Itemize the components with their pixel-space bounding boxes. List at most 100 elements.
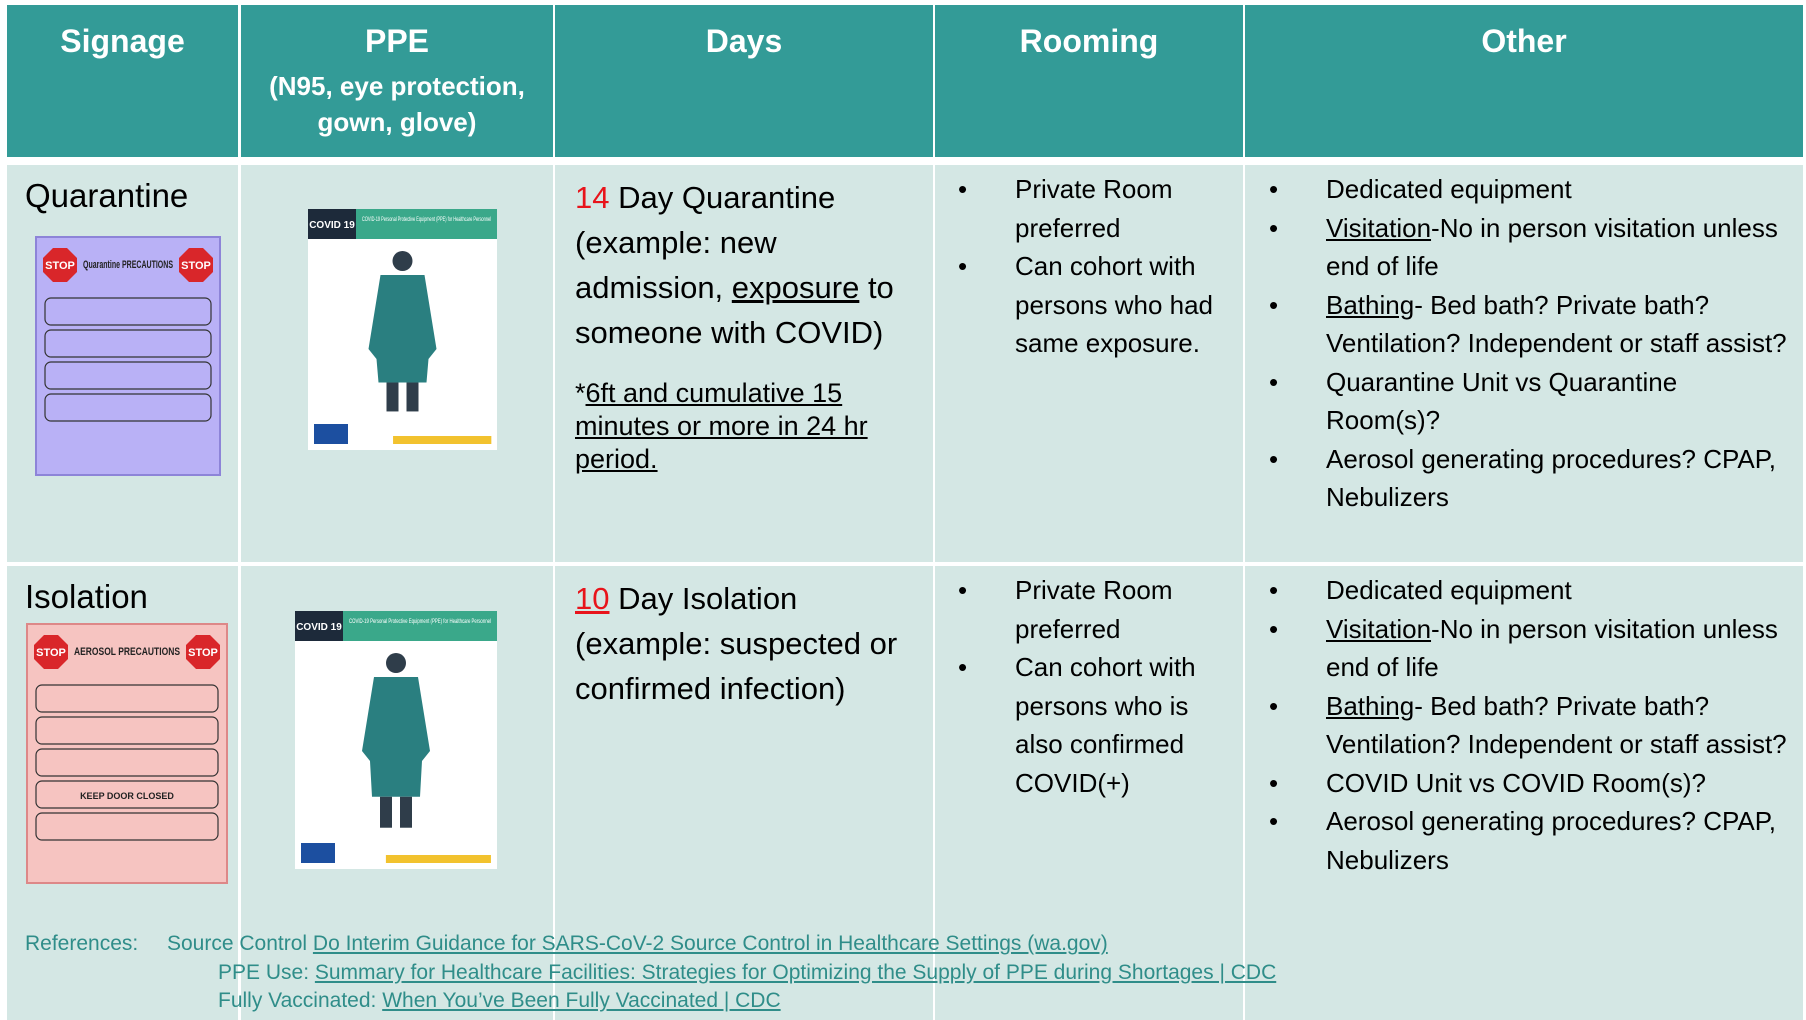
poster-title: Quarantine PRECAUTIONS (83, 259, 173, 271)
header-cell: PPE (N95, eye protection, gown, glove) (241, 5, 553, 157)
other-item: Dedicated equipment (1269, 170, 1795, 209)
other-text: COVID Unit vs COVID Room(s)? (1326, 767, 1706, 798)
figure-leg (380, 796, 392, 828)
other-text: Aerosol generating procedures? CPAP, Neb… (1326, 443, 1776, 513)
figure-head (386, 653, 406, 673)
ppe-banner (343, 611, 497, 641)
reference-link[interactable]: Summary for Healthcare Facilities: Strat… (314, 960, 1277, 984)
ppe-poster: COVID 19 COVID-19 Personal Protective Equ… (308, 209, 497, 450)
days-cell: 10 Day Isolation (example: suspected or … (555, 566, 933, 1020)
signage-poster: STOP STOP AEROSOL PRECAUTIONS KEEP DOOR CLO… (26, 623, 228, 884)
days-note: *6ft and cumulative 15 minutes or more i… (575, 377, 917, 476)
other-text: - Bed bath? Private bath? Ventilation? I… (1326, 289, 1787, 359)
other-item: Aerosol generating procedures? CPAP, Neb… (1269, 802, 1795, 879)
cdc-logo (314, 424, 348, 444)
ppe-logo: COVID 19 (296, 622, 342, 633)
days-number: 14 (575, 180, 610, 215)
rooming-item: Private Room preferred (958, 571, 1233, 648)
days-description: Day Quarantine (example: new admission, (575, 180, 836, 305)
header-cell: Rooming (935, 5, 1243, 157)
ppe-poster: COVID 19 COVID-19 Personal Protective Equ… (295, 611, 497, 869)
days-description: Day Isolation (example: suspected or con… (575, 581, 898, 706)
poster-panel (44, 297, 212, 326)
other-text: -No in person visitation unless end of l… (1326, 212, 1778, 282)
poster-panel (35, 684, 219, 713)
other-link: Bathing (1326, 690, 1415, 721)
other-text: - Bed bath? Private bath? Ventilation? I… (1326, 690, 1787, 760)
other-link: Visitation (1326, 613, 1432, 644)
poster-panel (35, 748, 219, 777)
days-link: exposure (731, 270, 860, 305)
signage-label: Isolation (25, 578, 148, 615)
other-text: Quarantine Unit vs Quarantine Room(s)? (1326, 366, 1678, 436)
figure-head (392, 251, 413, 271)
rooming-list: Private Room preferredCan cohort with pe… (935, 165, 1243, 363)
header-title: Other (1481, 23, 1567, 59)
note-text: 6ft and cumulative 15 minutes or more in… (575, 378, 868, 474)
other-link: Visitation (1326, 212, 1432, 243)
reference-link[interactable]: Do Interim Guidance for SARS-CoV-2 Sourc… (312, 932, 1108, 955)
stop-text: STOP (36, 647, 66, 659)
cdc-logo (301, 843, 335, 863)
other-item: Aerosol generating procedures? CPAP, Neb… (1269, 440, 1795, 517)
ppe-footer (393, 436, 492, 444)
poster-panel (35, 812, 219, 841)
ppe-logo-bg (308, 209, 356, 239)
header-title: Signage (60, 23, 185, 59)
other-link: Bathing (1326, 289, 1415, 320)
reference-prefix: Fully Vaccinated: (218, 989, 383, 1012)
other-item: Bathing- Bed bath? Private bath? Ventila… (1269, 286, 1795, 363)
figure-leg (406, 382, 419, 412)
rooming-list: Private Room preferredCan cohort with pe… (935, 566, 1243, 802)
stop-sign (43, 248, 77, 282)
ppe-title: COVID-19 Personal Protective Equipment (… (362, 217, 491, 223)
poster-panel (44, 393, 212, 422)
figure-body (368, 275, 437, 383)
poster-panel (35, 780, 219, 809)
other-text: Aerosol generating procedures? CPAP, Neb… (1326, 806, 1776, 875)
reference-prefix: PPE Use: (218, 960, 315, 984)
other-cell: Dedicated equipment Visitation-No in pers… (1245, 165, 1803, 562)
header-title: Days (705, 23, 783, 59)
ppe-footer (385, 855, 491, 863)
poster-panel (35, 716, 219, 745)
other-item: COVID Unit vs COVID Room(s)? (1269, 764, 1795, 803)
ppe-logo-bg (295, 611, 343, 641)
other-cell: Dedicated equipment Visitation-No in pers… (1245, 566, 1803, 1020)
references-label: References: (25, 932, 139, 955)
days-text: 10 Day Isolation (example: suspected or … (575, 576, 917, 711)
other-text: Dedicated equipment (1326, 174, 1572, 204)
days-text: 14 Day Quarantine (example: new admissio… (575, 175, 917, 355)
rooming-item: Can cohort with persons who is also conf… (958, 648, 1233, 802)
figure-leg (386, 382, 399, 412)
rooming-cell: Private Room preferredCan cohort with pe… (935, 165, 1243, 562)
poster-panel (44, 329, 212, 358)
reference-line: References: Source Control Do Interim Gui… (25, 930, 1276, 959)
days-cell: 14 Day Quarantine (example: new admissio… (555, 165, 933, 562)
other-item: Dedicated equipment (1269, 571, 1795, 610)
poster-door: KEEP DOOR CLOSED (80, 791, 174, 801)
other-text: -No in person visitation unless end of l… (1326, 613, 1778, 683)
other-text: Dedicated equipment (1326, 575, 1572, 605)
reference-prefix: Source Control (167, 932, 313, 955)
other-item: Quarantine Unit vs Quarantine Room(s)? (1269, 363, 1795, 440)
signage-poster: STOP STOP Quarantine PRECAUTIONS (35, 236, 221, 476)
stop-sign (34, 635, 68, 669)
poster-title: AEROSOL PRECAUTIONS (74, 646, 180, 658)
rooming-cell: Private Room preferredCan cohort with pe… (935, 566, 1243, 1020)
days-description: to someone with COVID) (575, 270, 894, 350)
stop-sign (179, 248, 213, 282)
other-list: Dedicated equipment Visitation-No in pers… (1245, 566, 1803, 879)
reference-line: PPE Use: Summary for Healthcare Faciliti… (25, 959, 1276, 988)
figure-body (362, 677, 430, 797)
other-item: Visitation-No in person visitation unles… (1269, 610, 1795, 687)
figure-leg (400, 796, 412, 828)
header-title: PPE (364, 23, 430, 59)
header-cell: Other (1245, 5, 1803, 157)
ppe-title: COVID-19 Personal Protective Equipment (… (349, 619, 491, 625)
reference-link[interactable]: When You’ve Been Fully Vaccinated | CDC (382, 989, 781, 1012)
rooming-item: Private Room preferred (958, 170, 1233, 247)
rooming-item: Can cohort with persons who had same exp… (958, 247, 1233, 363)
note-mark: * (575, 378, 586, 408)
